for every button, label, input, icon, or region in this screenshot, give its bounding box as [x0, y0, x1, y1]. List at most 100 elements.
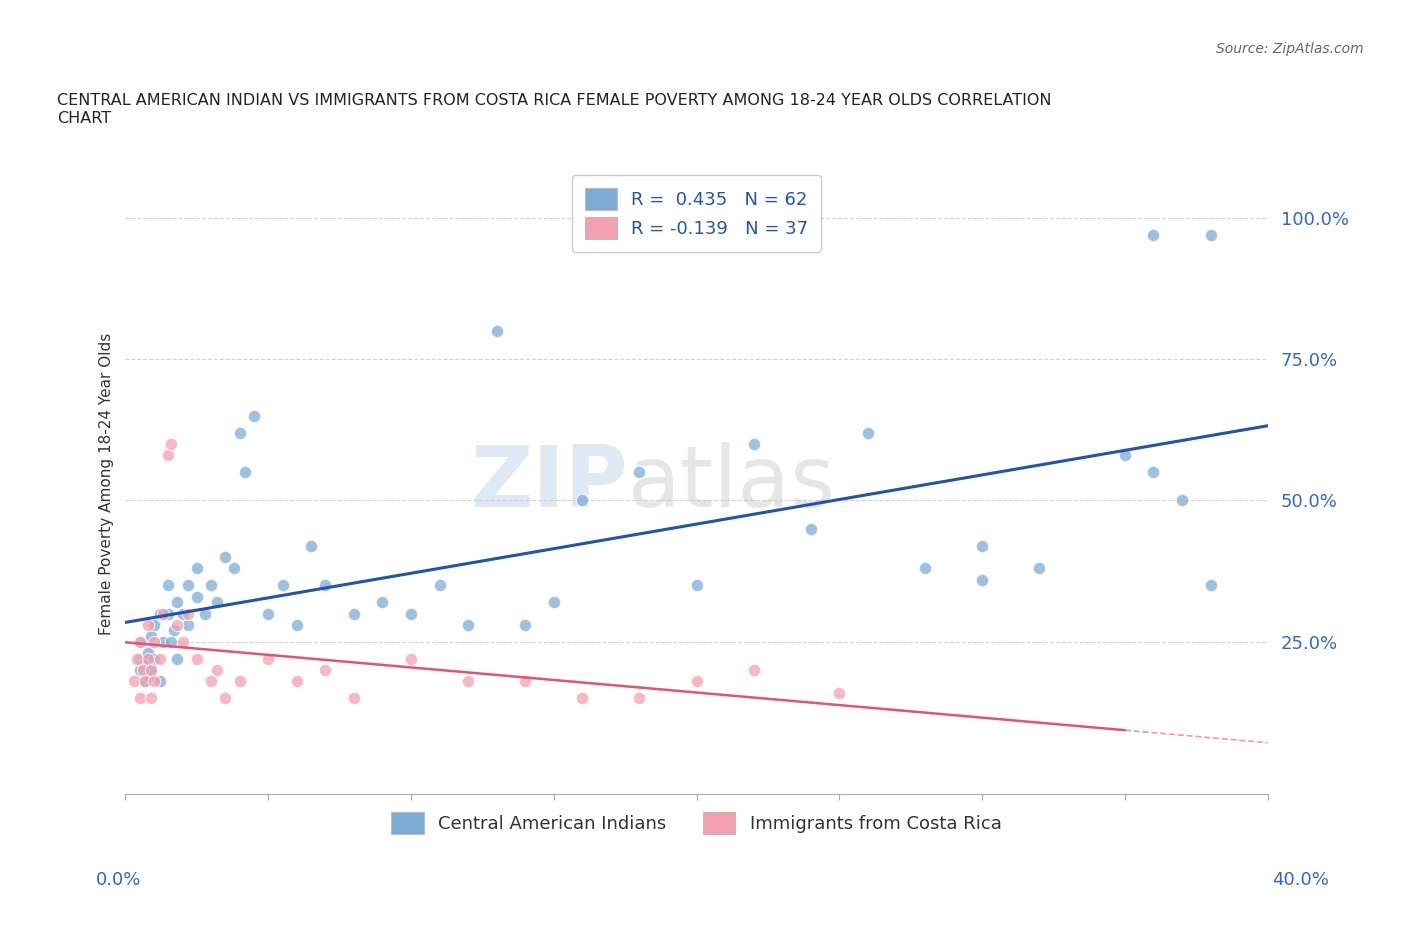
Point	[149, 606, 172, 621]
Point	[314, 578, 336, 592]
Point	[157, 606, 180, 621]
Point	[399, 606, 422, 621]
Point	[177, 618, 200, 632]
Point	[571, 691, 593, 706]
Point	[128, 691, 150, 706]
Point	[143, 674, 166, 689]
Point	[136, 645, 159, 660]
Point	[1114, 447, 1136, 462]
Point	[214, 691, 236, 706]
Point	[1199, 578, 1222, 592]
Point	[1171, 493, 1194, 508]
Point	[371, 595, 394, 610]
Point	[685, 578, 707, 592]
Point	[141, 663, 163, 678]
Point	[235, 465, 257, 480]
Point	[800, 521, 823, 536]
Point	[742, 663, 765, 678]
Point	[205, 595, 228, 610]
Point	[257, 651, 280, 666]
Point	[141, 691, 163, 706]
Point	[628, 465, 651, 480]
Point	[285, 618, 308, 632]
Point	[543, 595, 565, 610]
Point	[299, 538, 322, 553]
Point	[343, 691, 366, 706]
Point	[172, 634, 194, 649]
Point	[152, 606, 174, 621]
Point	[285, 674, 308, 689]
Point	[205, 663, 228, 678]
Point	[186, 651, 208, 666]
Point	[1142, 465, 1164, 480]
Point	[122, 674, 145, 689]
Point	[152, 634, 174, 649]
Point	[166, 618, 188, 632]
Point	[128, 634, 150, 649]
Point	[457, 618, 479, 632]
Point	[128, 663, 150, 678]
Point	[149, 674, 172, 689]
Point	[128, 651, 150, 666]
Point	[429, 578, 451, 592]
Point	[200, 578, 222, 592]
Point	[970, 538, 993, 553]
Point	[166, 651, 188, 666]
Point	[485, 324, 508, 339]
Point	[141, 663, 163, 678]
Point	[571, 493, 593, 508]
Point	[457, 674, 479, 689]
Point	[742, 436, 765, 451]
Point	[177, 578, 200, 592]
Point	[186, 561, 208, 576]
Point	[143, 618, 166, 632]
Point	[228, 425, 250, 440]
Point	[128, 634, 150, 649]
Point	[1199, 227, 1222, 242]
Point	[228, 674, 250, 689]
Point	[399, 651, 422, 666]
Text: Source: ZipAtlas.com: Source: ZipAtlas.com	[1216, 42, 1364, 56]
Point	[160, 436, 183, 451]
Point	[163, 623, 186, 638]
Point	[136, 618, 159, 632]
Point	[856, 425, 879, 440]
Point	[243, 408, 266, 423]
Point	[1028, 561, 1050, 576]
Point	[685, 674, 707, 689]
Point	[136, 651, 159, 666]
Point	[343, 606, 366, 621]
Point	[166, 595, 188, 610]
Point	[257, 606, 280, 621]
Point	[828, 685, 851, 700]
Point	[141, 629, 163, 644]
Text: 40.0%: 40.0%	[1272, 871, 1329, 889]
Point	[314, 663, 336, 678]
Text: CENTRAL AMERICAN INDIAN VS IMMIGRANTS FROM COSTA RICA FEMALE POVERTY AMONG 18-24: CENTRAL AMERICAN INDIAN VS IMMIGRANTS FR…	[56, 93, 1052, 126]
Point	[157, 447, 180, 462]
Point	[515, 674, 537, 689]
Point	[914, 561, 936, 576]
Point	[271, 578, 294, 592]
Point	[149, 651, 172, 666]
Legend: Central American Indians, Immigrants from Costa Rica: Central American Indians, Immigrants fro…	[384, 805, 1010, 842]
Point	[194, 606, 217, 621]
Point	[628, 691, 651, 706]
Point	[222, 561, 245, 576]
Point	[134, 674, 156, 689]
Point	[160, 634, 183, 649]
Point	[134, 651, 156, 666]
Point	[214, 550, 236, 565]
Point	[125, 651, 148, 666]
Point	[172, 606, 194, 621]
Text: ZIP: ZIP	[470, 442, 628, 525]
Point	[970, 572, 993, 587]
Point	[143, 651, 166, 666]
Point	[186, 589, 208, 604]
Text: atlas: atlas	[628, 442, 837, 525]
Point	[177, 606, 200, 621]
Point	[143, 634, 166, 649]
Y-axis label: Female Poverty Among 18-24 Year Olds: Female Poverty Among 18-24 Year Olds	[100, 332, 114, 634]
Point	[136, 669, 159, 684]
Point	[157, 578, 180, 592]
